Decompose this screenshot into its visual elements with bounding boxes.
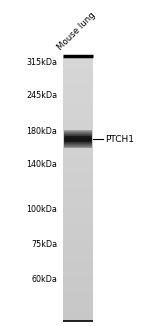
Text: 75kDa: 75kDa [31,240,57,249]
Text: Mouse lung: Mouse lung [56,10,98,52]
Text: 315kDa: 315kDa [26,58,57,67]
Text: 100kDa: 100kDa [26,205,57,214]
Text: 140kDa: 140kDa [26,160,57,169]
Text: 180kDa: 180kDa [26,127,57,136]
Text: PTCH1: PTCH1 [105,135,134,144]
Text: 60kDa: 60kDa [31,275,57,284]
Text: 245kDa: 245kDa [26,91,57,100]
